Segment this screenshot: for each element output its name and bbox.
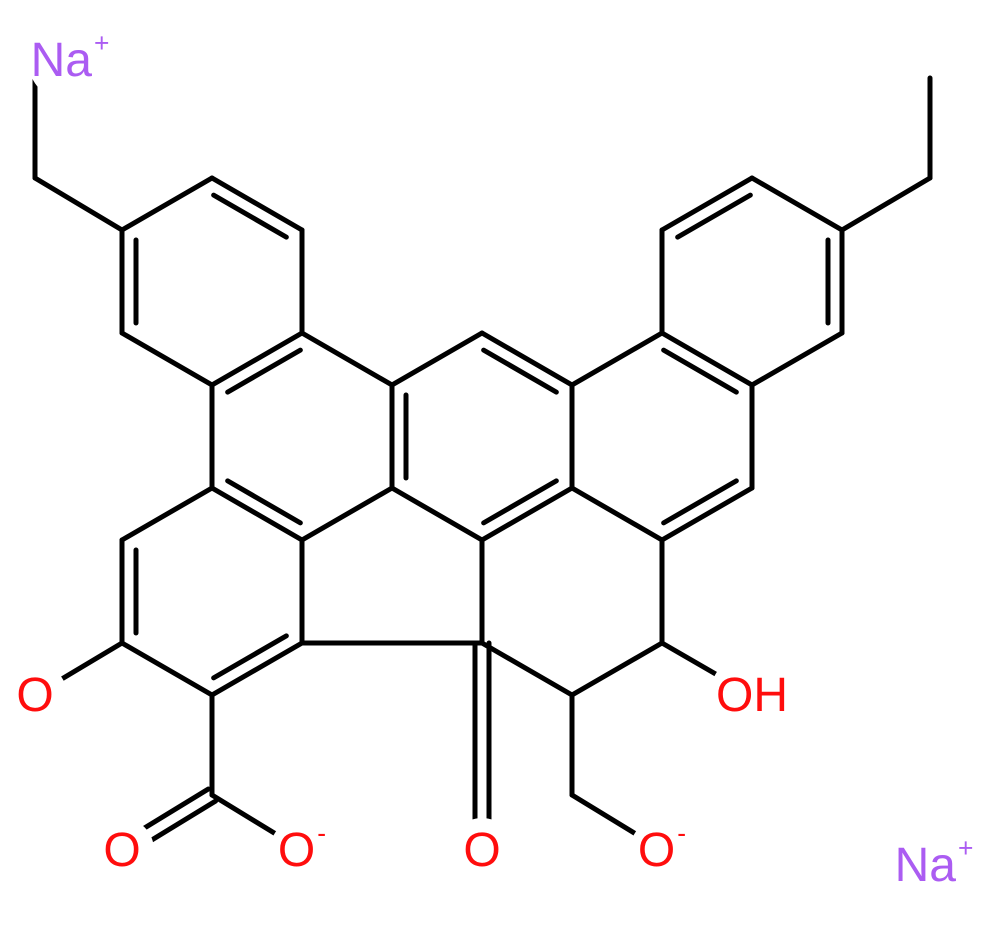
atom-label-o: O <box>463 824 500 877</box>
atom-label-oh: OH <box>716 669 788 722</box>
diagram-background <box>0 0 1004 932</box>
chemical-structure-diagram: Na+Na+OOO-OHOO- <box>0 0 1004 932</box>
atom-label-o: O <box>16 669 53 722</box>
atom-label-o: O <box>103 824 140 877</box>
